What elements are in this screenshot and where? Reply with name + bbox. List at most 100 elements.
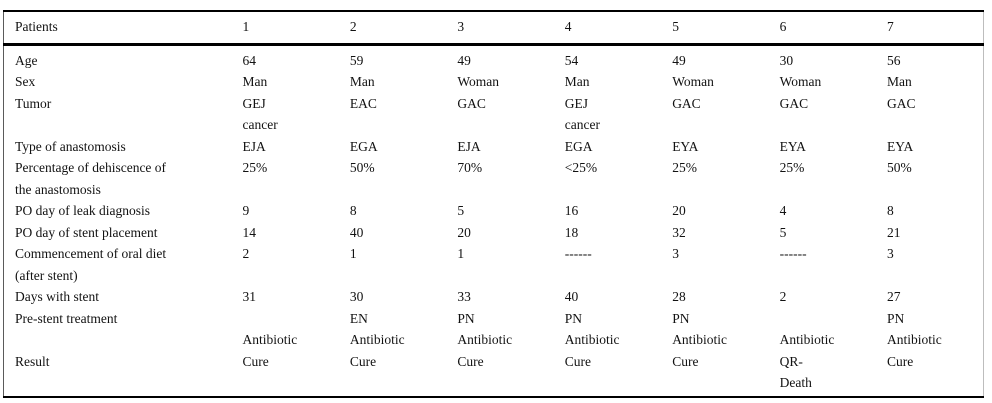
table-cell: EYA: [887, 138, 914, 154]
table-cell: EJA: [242, 138, 266, 154]
table-cell: <25%: [564, 160, 598, 175]
table-cell: 56: [887, 52, 901, 68]
table-cell: EGA: [564, 138, 593, 154]
row-label-oral-diet-commencement: Commencement of oral diet (after stent): [15, 246, 167, 283]
table-cell: 20: [457, 224, 471, 240]
table-cell: 32: [672, 224, 686, 240]
table-cell: 64: [242, 52, 257, 68]
table-cell: QR- Death: [779, 353, 812, 391]
table-cell: 5: [457, 203, 465, 218]
row-anastomosis-type: Type of anastomosis EJA EGA EJA EGA EYA …: [4, 136, 984, 158]
table-cell: 1: [349, 246, 357, 261]
table-cell: Cure: [887, 353, 914, 369]
header-patients-label: Patients: [3, 11, 232, 46]
table-cell: GEJ cancer: [242, 95, 278, 133]
table-cell: 8: [887, 203, 894, 218]
row-age: Age 64 59 49 54 49 30 56: [4, 44, 984, 71]
row-oral-diet-commencement: Commencement of oral diet (after stent) …: [4, 243, 984, 286]
table-cell: 20: [672, 203, 686, 218]
row-tumor: Tumor GEJ cancer EAC GAC GEJ cancer GAC …: [4, 93, 984, 136]
table-cell: EAC: [349, 95, 377, 111]
table-cell: 3: [887, 246, 894, 261]
table-cell: 25%: [779, 160, 805, 175]
row-label-days-with-stent: Days with stent: [15, 289, 99, 304]
header-row: Patients 1 2 3 4 5 6 7: [3, 11, 984, 46]
patient-column-header: 1: [231, 11, 339, 46]
table-cell: 31: [242, 289, 257, 304]
table-cell: EYA: [672, 138, 699, 154]
table-cell: 59: [349, 52, 364, 68]
table-cell: PN Antibiotic: [887, 310, 942, 348]
table-cell: Cure: [672, 353, 699, 369]
table-cell: 28: [672, 289, 686, 304]
table-cell: Cure: [564, 353, 592, 369]
table-cell: 30: [779, 52, 794, 68]
table-cell: 16: [564, 203, 579, 218]
row-label-age: Age: [15, 52, 38, 68]
row-days-with-stent: Days with stent 31 30 33 40 28 2 27: [4, 286, 984, 308]
table-cell: EJA: [457, 138, 481, 154]
patient-column-header: 4: [553, 11, 662, 46]
table-cell: 50%: [349, 160, 375, 175]
table-cell: ------: [779, 246, 807, 261]
table-cell: 50%: [887, 160, 912, 175]
row-leak-diagnosis-day: PO day of leak diagnosis 9 8 5 16 20 4 8: [4, 200, 984, 222]
table-cell: Man: [349, 74, 375, 89]
table-cell: ------: [564, 246, 592, 261]
table-cell: 70%: [457, 160, 483, 175]
row-stent-placement-day: PO day of stent placement 14 40 20 18 32…: [4, 222, 984, 244]
row-label-stent-placement-day: PO day of stent placement: [15, 224, 158, 240]
row-label-leak-diagnosis-day: PO day of leak diagnosis: [15, 203, 150, 218]
table-cell: Cure: [349, 353, 377, 369]
table-cell: 2: [779, 289, 787, 304]
table-cell: EYA: [779, 138, 806, 154]
table-cell: PN Antibiotic: [564, 310, 620, 348]
table-cell: Antibiotic: [779, 332, 835, 347]
table-cell: GAC: [672, 95, 701, 111]
table-cell: Cure: [457, 353, 484, 369]
table-cell: PN Antibiotic: [457, 310, 513, 348]
table-cell: GAC: [779, 95, 809, 111]
patient-column-header: 2: [338, 11, 447, 46]
table-cell: 49: [672, 52, 686, 68]
table-cell: PN Antibiotic: [672, 310, 727, 348]
table-cell: 4: [779, 203, 787, 218]
row-label-dehiscence-percentage: Percentage of dehiscence of the anastomo…: [15, 160, 167, 197]
table-cell: EGA: [349, 138, 378, 154]
row-label-anastomosis-type: Type of anastomosis: [15, 138, 126, 154]
row-result: Result Cure Cure Cure Cure Cure QR- Deat…: [4, 351, 984, 397]
table-cell: 1: [457, 246, 465, 261]
row-label-pre-stent-treatment: Pre-stent treatment: [15, 310, 118, 326]
row-label-sex: Sex: [15, 74, 36, 89]
table-cell: 14: [242, 224, 257, 240]
table-cell: 25%: [242, 160, 268, 175]
table-cell: 40: [564, 289, 579, 304]
table-cell: 5: [779, 224, 787, 240]
table-cell: Antibiotic: [242, 332, 298, 347]
table-cell: Woman: [457, 74, 499, 89]
table-cell: Cure: [242, 353, 269, 369]
row-label-tumor: Tumor: [15, 95, 52, 111]
table-cell: 30: [349, 289, 364, 304]
table-cell: 40: [349, 224, 364, 240]
table-cell: 27: [887, 289, 901, 304]
table-cell: 21: [887, 224, 901, 240]
table-cell: Woman: [779, 74, 822, 89]
table-cell: 25%: [672, 160, 697, 175]
table-cell: 33: [457, 289, 471, 304]
table-cell: GAC: [887, 95, 916, 111]
row-label-result: Result: [15, 353, 50, 369]
patient-column-header: 3: [446, 11, 554, 46]
table-cell: 54: [564, 52, 579, 68]
table-cell: GEJ cancer: [564, 95, 600, 133]
table-cell: GAC: [457, 95, 486, 111]
table-cell: 9: [242, 203, 250, 218]
row-dehiscence-percentage: Percentage of dehiscence of the anastomo…: [4, 157, 984, 200]
patient-column-header: 5: [661, 11, 769, 46]
patients-table: Patients 1 2 3 4 5 6 7 Age 64 59 49 54 4…: [3, 10, 984, 398]
table-cell: Woman: [672, 74, 714, 89]
table-cell: 8: [349, 203, 357, 218]
table-cell: 3: [672, 246, 679, 261]
row-sex: Sex Man Man Woman Man Woman Woman Man: [4, 71, 984, 93]
table-cell: 2: [242, 246, 250, 261]
